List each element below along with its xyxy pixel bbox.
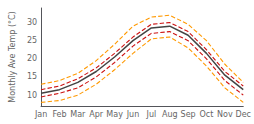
svg-text:20: 20: [27, 54, 37, 63]
svg-text:10: 10: [27, 91, 37, 100]
svg-text:Mar: Mar: [70, 110, 86, 119]
svg-text:Monthly Ave Temp (°C): Monthly Ave Temp (°C): [8, 11, 17, 102]
svg-text:Oct: Oct: [200, 110, 214, 119]
svg-text:May: May: [106, 110, 123, 119]
svg-text:Nov: Nov: [217, 110, 233, 119]
svg-text:Jan: Jan: [34, 110, 47, 119]
svg-text:Sep: Sep: [181, 110, 196, 119]
svg-text:15: 15: [27, 72, 37, 81]
svg-text:Dec: Dec: [236, 110, 251, 119]
svg-text:Apr: Apr: [89, 110, 104, 119]
svg-text:Jun: Jun: [126, 110, 140, 119]
svg-text:Feb: Feb: [52, 110, 66, 119]
svg-text:Jul: Jul: [146, 110, 157, 119]
svg-text:25: 25: [27, 36, 37, 45]
svg-text:30: 30: [27, 18, 37, 27]
svg-text:Aug: Aug: [162, 110, 178, 119]
